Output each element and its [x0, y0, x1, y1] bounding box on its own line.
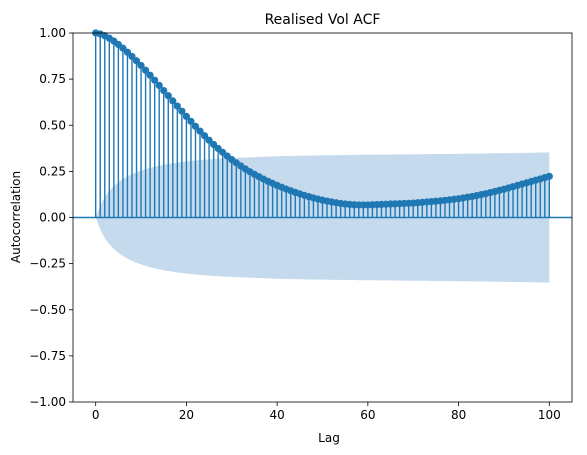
x-tick-label: 80 [451, 408, 466, 422]
acf-point [164, 92, 172, 100]
acf-point [545, 172, 553, 180]
acf-point [169, 97, 177, 105]
acf-markers [92, 29, 553, 209]
x-tick-label: 20 [179, 408, 194, 422]
y-tick-label: 0.50 [39, 118, 66, 132]
chart-title: Realised Vol ACF [265, 12, 381, 28]
y-tick-label: 0.75 [39, 72, 66, 86]
acf-point [182, 112, 191, 120]
y-tick-label: 1.00 [39, 26, 66, 40]
x-axis-label: Lag [318, 431, 340, 445]
acf-point [123, 48, 132, 56]
acf-point [178, 107, 186, 115]
acf-point [146, 71, 154, 79]
x-tick-label: 100 [538, 408, 561, 422]
x-tick-label: 0 [92, 408, 100, 422]
acf-stems [94, 33, 551, 218]
x-tick-label: 60 [360, 408, 375, 422]
acf-point [196, 127, 204, 135]
acf-point [187, 117, 195, 125]
y-tick-label: −0.75 [29, 349, 66, 363]
acf-point [132, 57, 141, 65]
y-axis-label: Autocorrelation [9, 171, 23, 263]
acf-point [205, 136, 213, 144]
y-tick-label: −0.25 [29, 257, 66, 271]
acf-point [128, 52, 136, 61]
acf-point [151, 76, 159, 84]
acf-point [200, 132, 209, 140]
acf-point [160, 86, 168, 95]
y-tick-label: 0.25 [39, 164, 66, 178]
acf-point [191, 122, 200, 130]
y-tick-label: −1.00 [29, 395, 66, 409]
acf-point [155, 81, 163, 89]
y-tick-label: −0.50 [29, 303, 66, 317]
acf-point [137, 61, 145, 70]
x-tick-label: 40 [269, 408, 284, 422]
acf-point [173, 102, 181, 110]
acf-point [141, 66, 150, 74]
plot-area [73, 29, 572, 283]
y-tick-label: 0.00 [39, 211, 66, 225]
